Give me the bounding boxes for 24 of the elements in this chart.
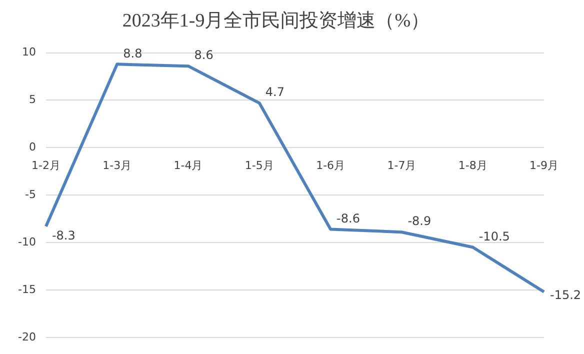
x-tick-label: 1-3月: [102, 159, 132, 172]
x-tick-label: 1-2月: [31, 159, 60, 172]
x-tick-label: 1-5月: [244, 159, 274, 172]
data-label: -8.9: [408, 214, 432, 228]
data-label: -8.3: [52, 228, 76, 243]
x-tick-label: 1-8月: [458, 159, 488, 172]
data-label: -10.5: [478, 229, 510, 244]
x-tick-label: 1-6月: [316, 159, 346, 172]
y-tick-label: -10: [18, 235, 36, 248]
y-tick-label: 5: [28, 93, 36, 106]
y-tick-label: 0: [28, 140, 36, 154]
data-label: 8.8: [123, 46, 142, 60]
y-tick-label: -15: [18, 282, 36, 296]
data-label: 4.7: [265, 85, 285, 100]
x-tick-label: 1-9月: [530, 159, 558, 172]
data-label: -8.6: [336, 211, 360, 226]
y-tick-label: -20: [18, 330, 36, 344]
y-tick-label: 10: [22, 46, 36, 59]
data-label: 8.6: [194, 48, 214, 62]
y-tick-label: -5: [25, 188, 36, 201]
data-label: -15.2: [550, 288, 582, 302]
x-tick-label: 1-7月: [387, 159, 416, 172]
chart-title: 2023年1-9月全市民间投资增速（%）: [122, 9, 430, 32]
x-tick-label: 1-4月: [174, 159, 203, 172]
